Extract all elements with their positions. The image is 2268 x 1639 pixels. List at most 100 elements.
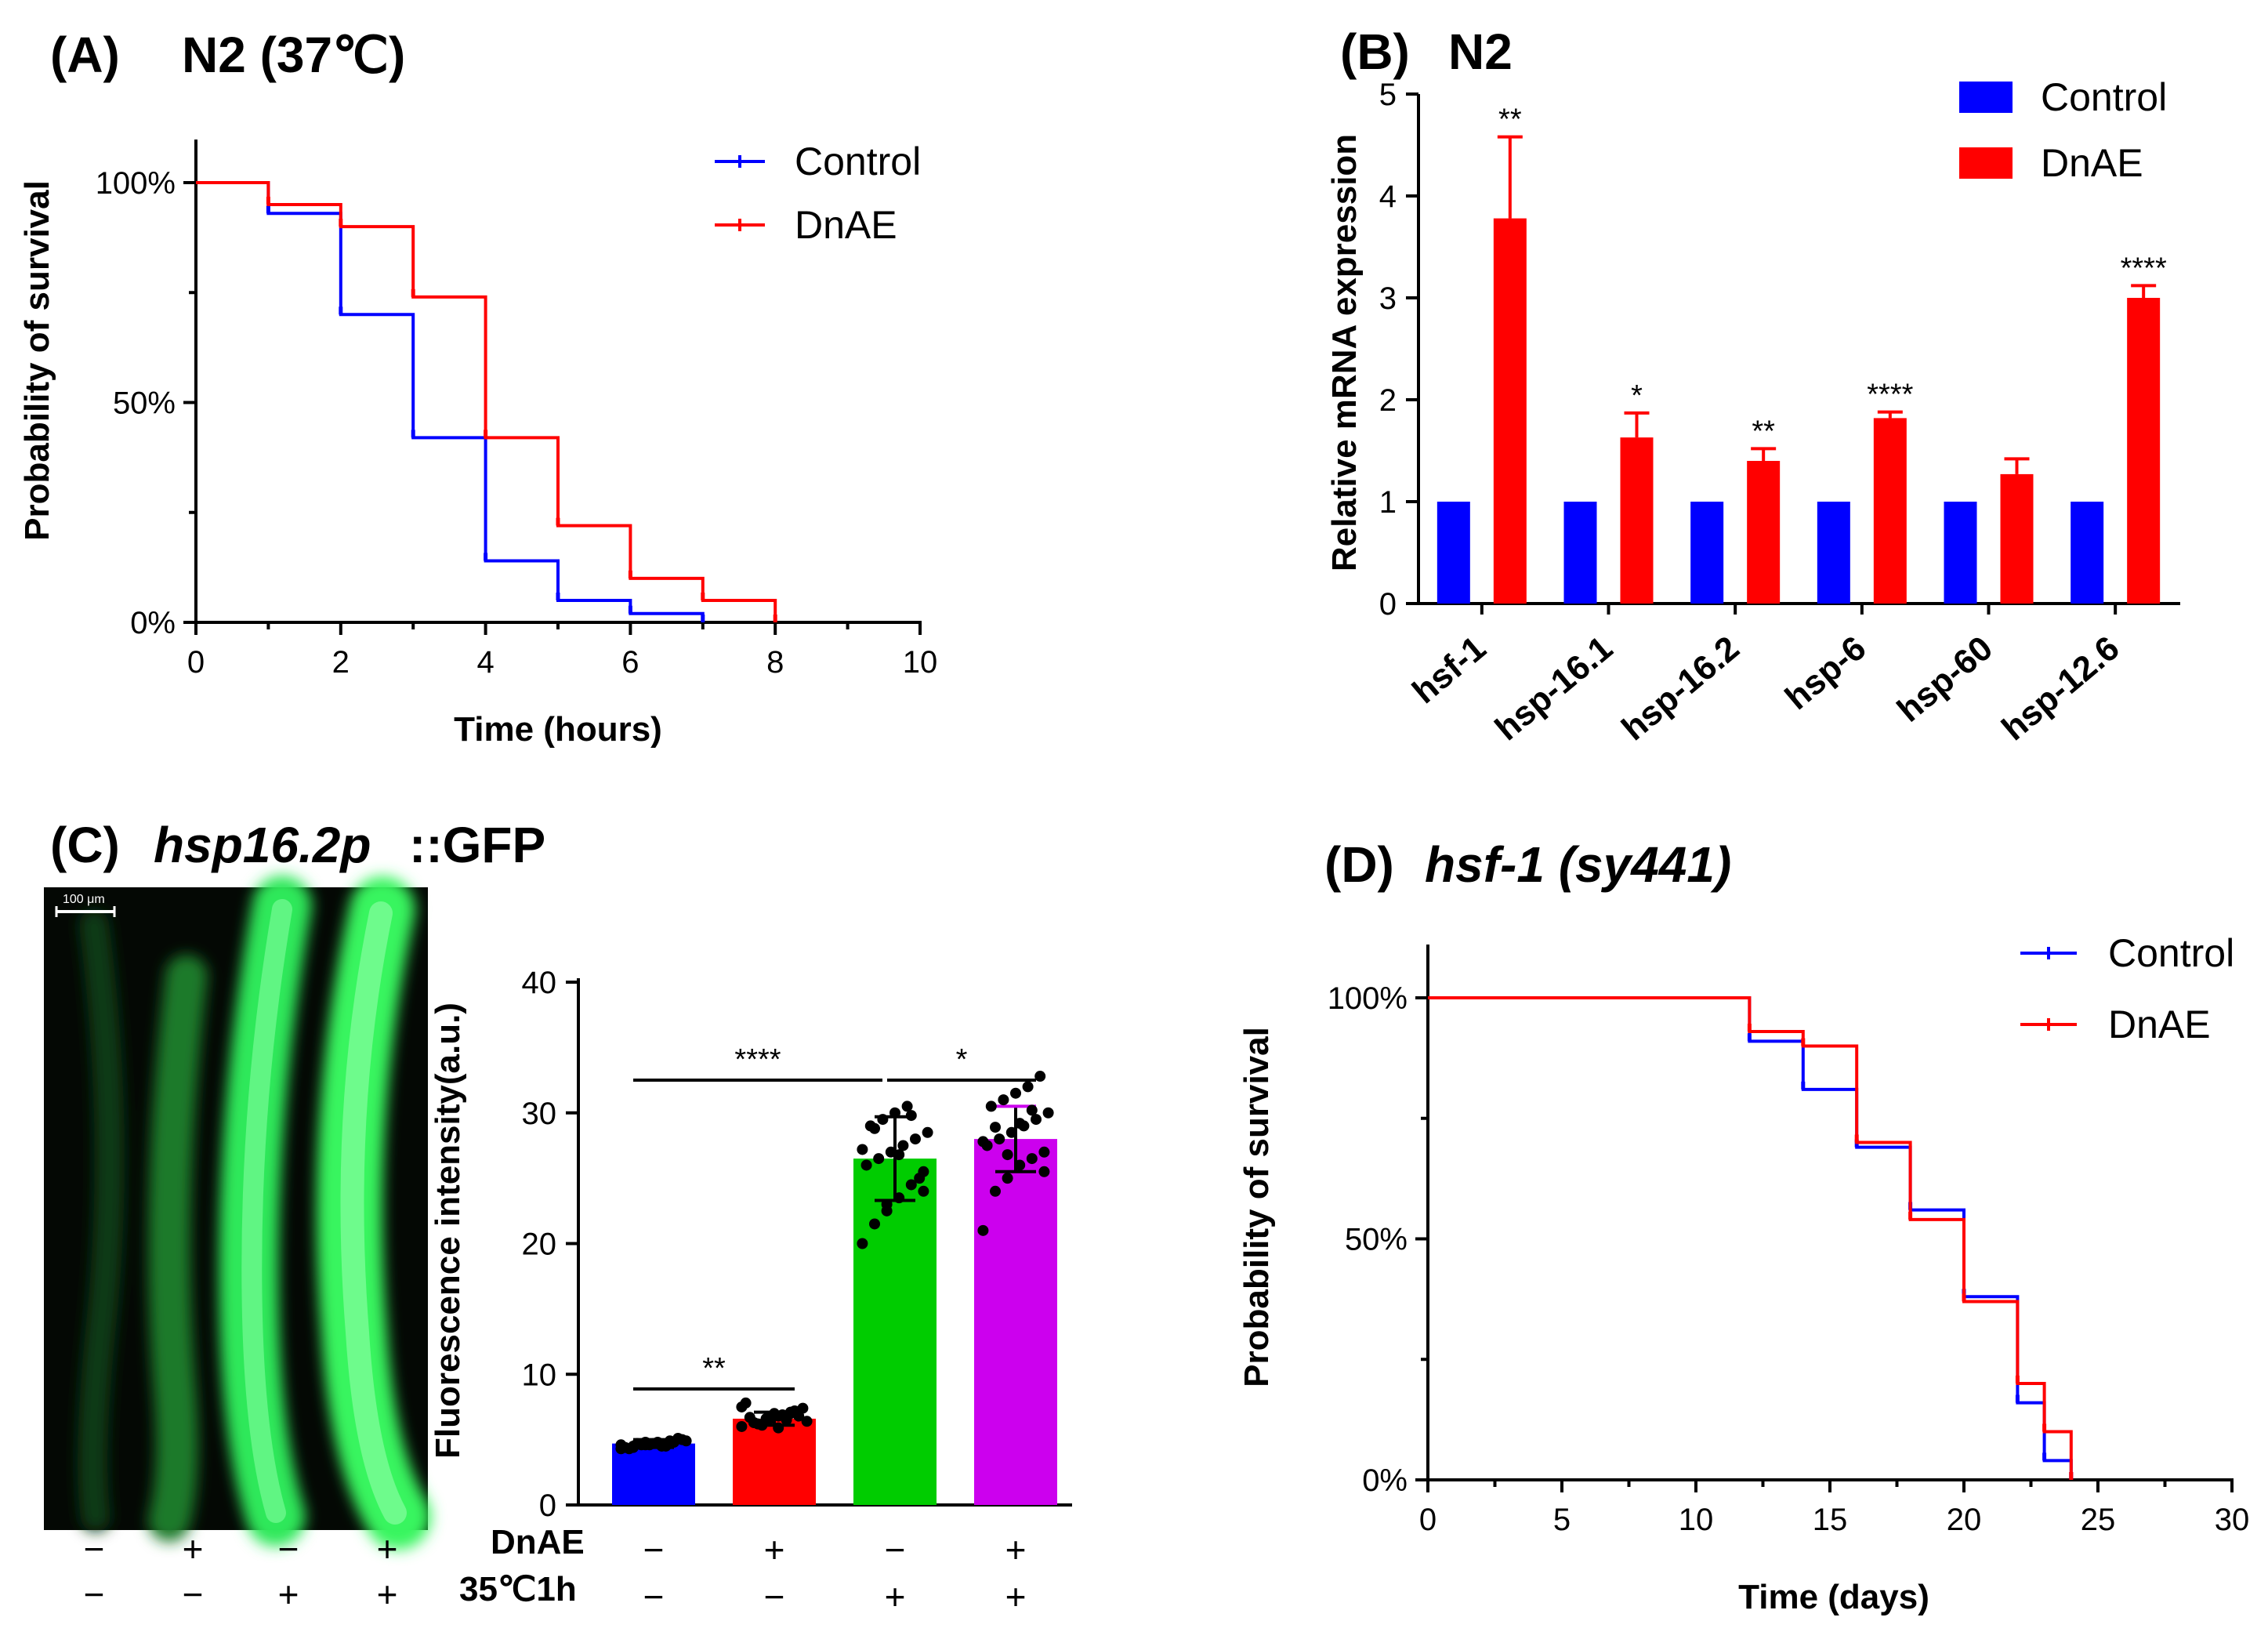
- data-point: [905, 1110, 917, 1122]
- bar-dnae: [1493, 218, 1527, 604]
- data-point: [1038, 1166, 1050, 1177]
- significance-label: **: [1498, 103, 1522, 136]
- y-tick-label: 20: [522, 1227, 557, 1262]
- y-tick-label: 4: [1379, 179, 1397, 214]
- x-tick-label: 10: [903, 645, 938, 680]
- data-point: [985, 1101, 997, 1112]
- panel-a-letter: (A): [50, 27, 120, 83]
- bar-control: [2071, 502, 2104, 604]
- data-point: [648, 1438, 659, 1449]
- dnae-sign: −: [885, 1529, 906, 1570]
- worm-4-core: [340, 901, 407, 1525]
- scale-bar-label: 100 μm: [63, 893, 105, 906]
- data-point: [901, 1101, 913, 1112]
- data-point: [998, 1094, 1009, 1106]
- image-sign: −: [84, 1528, 105, 1569]
- data-point: [893, 1149, 905, 1161]
- y-tick-label: 100%: [96, 166, 176, 201]
- x-tick-label: 6: [621, 645, 639, 680]
- data-point: [769, 1408, 780, 1420]
- data-point: [857, 1144, 868, 1155]
- category-label: hsf-1: [1405, 629, 1493, 711]
- panel-a-ylabel: Probability of survival: [18, 180, 56, 541]
- panel-b: (B) N2 Relative mRNA expression 0 1 2 3 4 5 hs…: [1325, 24, 2180, 748]
- data-point: [857, 1238, 868, 1249]
- image-sign: −: [183, 1574, 204, 1615]
- bar-control: [1437, 502, 1470, 604]
- x-tick-label: 20: [1947, 1503, 1982, 1537]
- data-point: [910, 1133, 921, 1145]
- bracket-label: ****: [734, 1043, 781, 1076]
- bracket-label: *: [956, 1043, 968, 1076]
- category-label: hsp-16.2: [1614, 629, 1746, 748]
- worm-1: [78, 910, 125, 1532]
- y-tick-label: 1: [1379, 485, 1397, 520]
- panel-d-letter: (D): [1324, 836, 1394, 893]
- data-point: [1038, 1146, 1050, 1158]
- bar-dnae: [2127, 298, 2161, 604]
- x-tick-label: 0: [187, 645, 205, 680]
- panel-a-xlabel: Time (hours): [454, 710, 662, 749]
- y-tick-label: 100%: [1328, 981, 1408, 1016]
- data-point: [918, 1185, 929, 1197]
- legend-swatch-dnae: [1959, 147, 2013, 179]
- image-sign: −: [278, 1528, 299, 1569]
- legend-swatch-control: [1959, 82, 2013, 113]
- x-tick-label: 4: [476, 645, 494, 680]
- data-point: [990, 1185, 1001, 1197]
- dnae-sign: +: [764, 1529, 785, 1570]
- panel-c-ylabel: Fluorescence intensity(a.u.): [429, 1003, 467, 1459]
- bracket-label: **: [702, 1352, 726, 1385]
- data-point: [914, 1173, 926, 1184]
- panel-c-suffix: ::GFP: [409, 817, 545, 873]
- data-point: [784, 1406, 796, 1418]
- data-point: [773, 1422, 784, 1434]
- panel-a-legend: Control DnAE: [715, 140, 921, 247]
- data-point: [897, 1140, 909, 1151]
- y-tick-label: 40: [522, 966, 557, 1000]
- panel-b-ylabel: Relative mRNA expression: [1325, 134, 1364, 571]
- category-label: hsp-60: [1890, 629, 2000, 730]
- data-point: [893, 1192, 905, 1204]
- data-point: [736, 1420, 748, 1432]
- data-point: [1002, 1149, 1013, 1161]
- data-point: [628, 1441, 639, 1453]
- panel-d-xlabel: Time (days): [1738, 1578, 1929, 1616]
- data-point: [736, 1401, 748, 1412]
- image-sign: −: [84, 1574, 105, 1615]
- data-point: [1010, 1087, 1021, 1099]
- significance-label: ****: [1867, 379, 1913, 412]
- panel-a: (A) N2 (37℃) Probability of survival Tim…: [18, 27, 937, 749]
- legend-label-dnae: DnAE: [795, 203, 897, 247]
- bar-group: [853, 1159, 937, 1505]
- worm-2: [148, 955, 208, 1542]
- y-tick-label: 3: [1379, 281, 1397, 316]
- x-tick-label: 0: [1419, 1503, 1437, 1537]
- x-tick-label: 15: [1813, 1503, 1848, 1537]
- image-sign: +: [377, 1574, 398, 1615]
- bar-dnae: [1620, 437, 1654, 604]
- heat-sign: +: [885, 1576, 906, 1617]
- x-tick-label: 30: [2215, 1503, 2250, 1537]
- survival-curve-dnae: [1428, 996, 2073, 1480]
- heat-sign: +: [1005, 1576, 1027, 1617]
- panel-c: (C) hsp16.2p ::GFP 100 μm − + − +− − + + Fluor…: [44, 817, 1072, 1617]
- bar-dnae: [1873, 418, 1907, 604]
- data-point: [977, 1224, 989, 1236]
- significance-label: ****: [2121, 252, 2167, 285]
- panel-c-letter: (C): [50, 817, 120, 873]
- row-label-dnae: DnAE: [491, 1523, 585, 1561]
- data-point: [994, 1133, 1005, 1145]
- data-point: [1002, 1173, 1013, 1184]
- panel-c-gene: hsp16.2p: [154, 817, 371, 873]
- dnae-sign: −: [643, 1529, 665, 1570]
- dnae-sign: +: [1005, 1529, 1027, 1570]
- data-point: [881, 1198, 893, 1210]
- significance-label: **: [1752, 415, 1775, 448]
- y-tick-label: 2: [1379, 383, 1397, 418]
- image-sign: +: [278, 1574, 299, 1615]
- x-tick-label: 10: [1679, 1503, 1714, 1537]
- legend-label-control: Control: [2041, 75, 2167, 119]
- bar-control: [1563, 502, 1597, 604]
- data-point: [660, 1440, 672, 1452]
